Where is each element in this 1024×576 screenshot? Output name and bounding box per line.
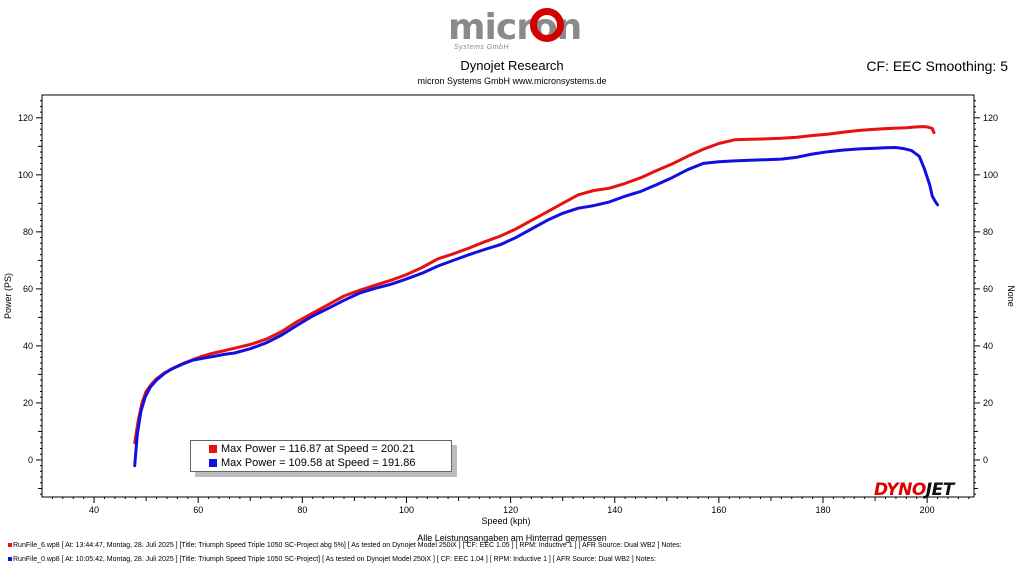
- y-tick-label: 120: [18, 113, 33, 123]
- legend-item-2: Max Power = 109.58 at Speed = 191.86: [209, 457, 416, 470]
- plot-frame: [41, 94, 975, 498]
- dynojet-logo-jet: JET: [925, 480, 955, 500]
- x-axis-label: Speed (kph): [481, 516, 530, 526]
- y-tick-label: 80: [23, 227, 33, 237]
- y2-tick-label: 60: [983, 284, 993, 294]
- x-tick-label: 80: [297, 505, 307, 515]
- y-tick-label: 100: [18, 170, 33, 180]
- logo-ring-icon: [530, 8, 564, 42]
- run-info-1-text: RunFile_6.wp8 [ At: 13:44:47, Montag, 28…: [13, 542, 682, 549]
- x-tick-label: 160: [711, 505, 726, 515]
- y2-tick-label: 100: [983, 170, 998, 180]
- run-info-2-text: RunFile_0.wp8 [ At: 10:05:42, Montag, 28…: [13, 556, 656, 563]
- y2-tick-label: 40: [983, 341, 993, 351]
- run-marker-blue: [8, 557, 12, 562]
- legend-label-2: Max Power = 109.58 at Speed = 191.86: [221, 457, 416, 469]
- y2-tick-label: 20: [983, 398, 993, 408]
- legend-swatch-blue: [209, 459, 217, 467]
- chart-title: Dynojet Research: [460, 58, 564, 73]
- y-axis-label: Power (PS): [3, 273, 13, 319]
- x-tick-label: 120: [503, 505, 518, 515]
- logo-subtext: Systems GmbH: [454, 44, 510, 51]
- smoothing-label: CF: EEC Smoothing: 5: [866, 58, 1008, 74]
- legend-swatch-red: [209, 445, 217, 453]
- y-tick-label: 0: [28, 455, 33, 465]
- run-info-1: RunFile_6.wp8 [ At: 13:44:47, Montag, 28…: [8, 542, 682, 549]
- x-tick-label: 60: [193, 505, 203, 515]
- x-tick-label: 180: [815, 505, 830, 515]
- run-marker-red: [8, 543, 12, 548]
- x-tick-label: 40: [89, 505, 99, 515]
- y-tick-label: 20: [23, 398, 33, 408]
- y2-tick-label: 120: [983, 113, 998, 123]
- dynojet-logo-dyno: DYNO: [874, 480, 926, 500]
- x-tick-label: 100: [399, 505, 414, 515]
- micron-logo: micron Systems GmbH: [448, 8, 582, 58]
- y-tick-label: 40: [23, 341, 33, 351]
- legend: Max Power = 116.87 at Speed = 200.21 Max…: [190, 440, 452, 472]
- y2-tick-label: 0: [983, 455, 988, 465]
- y2-tick-label: 80: [983, 227, 993, 237]
- run-info-2: RunFile_0.wp8 [ At: 10:05:42, Montag, 28…: [8, 556, 656, 563]
- x-tick-label: 140: [607, 505, 622, 515]
- legend-label-1: Max Power = 116.87 at Speed = 200.21: [221, 443, 415, 455]
- series-line-2: [133, 146, 940, 468]
- series-line-1: [133, 125, 936, 445]
- y-tick-label: 60: [23, 284, 33, 294]
- dynojet-logo: DYNOJET: [874, 480, 954, 500]
- chart-subtitle: micron Systems GmbH www.micronsystems.de: [417, 76, 607, 86]
- legend-item-1: Max Power = 116.87 at Speed = 200.21: [209, 443, 415, 456]
- x-tick-label: 200: [920, 505, 935, 515]
- measurement-note: Alle Leistungsangaben am Hinterrad gemes…: [417, 533, 607, 543]
- y2-axis-label: None: [1006, 285, 1016, 307]
